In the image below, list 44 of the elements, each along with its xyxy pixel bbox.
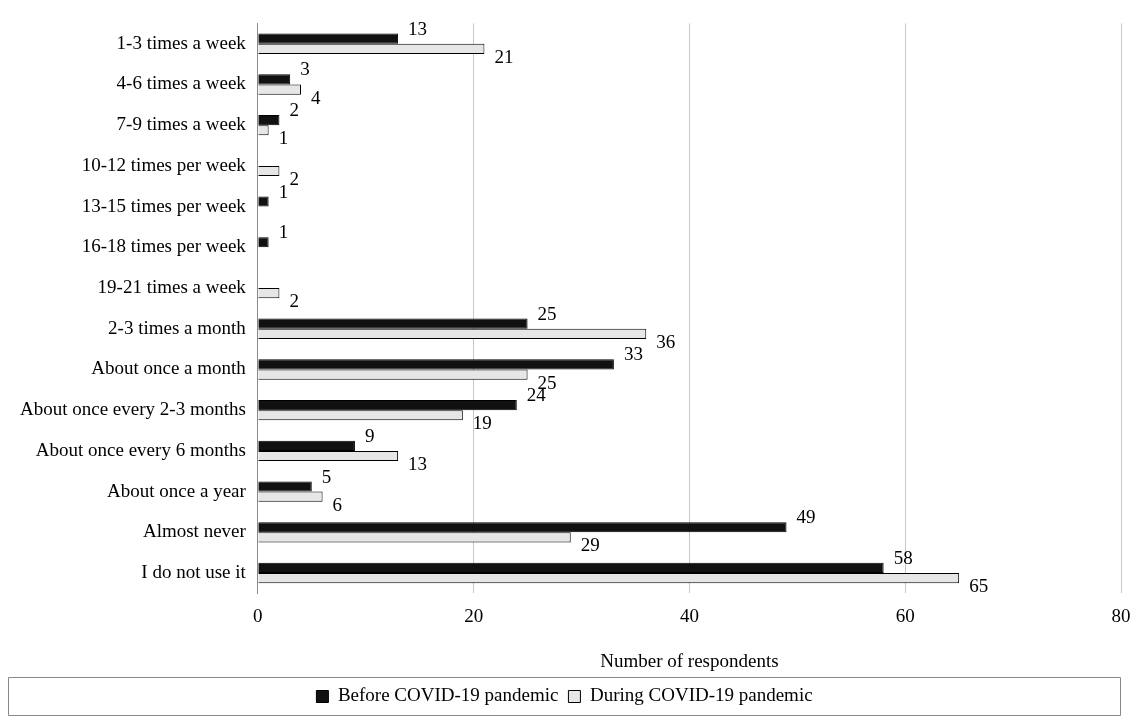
- x-tick-label: 60: [895, 604, 915, 626]
- y-tick-label: 16-18 times per week: [81, 235, 247, 257]
- data-label: 9: [364, 424, 375, 446]
- y-tick-label: Almost never: [142, 520, 247, 542]
- data-label: 25: [537, 302, 557, 324]
- y-tick-label: About once a year: [107, 479, 247, 501]
- data-label: 58: [893, 546, 913, 568]
- legend-label: During COVID-19 pandemic: [589, 684, 813, 706]
- y-tick-label: 4-6 times a week: [116, 72, 247, 94]
- y-tick-label: I do not use it: [141, 561, 247, 583]
- x-axis-title: Number of respondents: [600, 649, 779, 671]
- y-tick-label: About once a month: [91, 357, 247, 379]
- y-tick-label: 7-9 times a week: [116, 113, 247, 135]
- data-label: 13: [408, 452, 428, 474]
- data-label: 2: [289, 290, 299, 312]
- x-tick-label: 20: [464, 604, 484, 626]
- y-tick-label: 2-3 times a month: [108, 316, 247, 338]
- data-label: 33: [623, 343, 643, 365]
- y-tick-label: About once every 6 months: [35, 438, 246, 460]
- data-label: 13: [408, 17, 428, 39]
- data-label: 3: [300, 58, 310, 80]
- data-label: 6: [332, 493, 343, 515]
- data-label: 2: [289, 99, 299, 121]
- y-tick-label: 1-3 times a week: [116, 31, 247, 53]
- data-label: 29: [580, 534, 600, 556]
- y-tick-label: 13-15 times per week: [81, 194, 247, 216]
- data-label: 21: [494, 45, 514, 67]
- data-label: 5: [321, 465, 332, 487]
- data-label: 1: [278, 127, 289, 149]
- legend-label: Before COVID-19 pandemic: [337, 684, 559, 706]
- data-label: 4: [311, 86, 321, 108]
- x-tick-label: 40: [679, 604, 699, 626]
- data-label: 1: [278, 221, 289, 243]
- data-label: 2: [289, 167, 299, 189]
- x-tick-label: 0: [253, 604, 263, 626]
- data-label: 65: [969, 575, 989, 597]
- y-tick-label: About once every 2-3 months: [19, 398, 246, 420]
- data-label: 1: [278, 180, 289, 202]
- y-tick-label: 19-21 times a week: [97, 276, 247, 298]
- data-label: 49: [796, 506, 816, 528]
- data-label: 36: [656, 330, 676, 352]
- data-label: 19: [472, 412, 492, 434]
- x-tick-label: 80: [1111, 604, 1131, 626]
- y-tick-label: 10-12 times per week: [81, 153, 247, 175]
